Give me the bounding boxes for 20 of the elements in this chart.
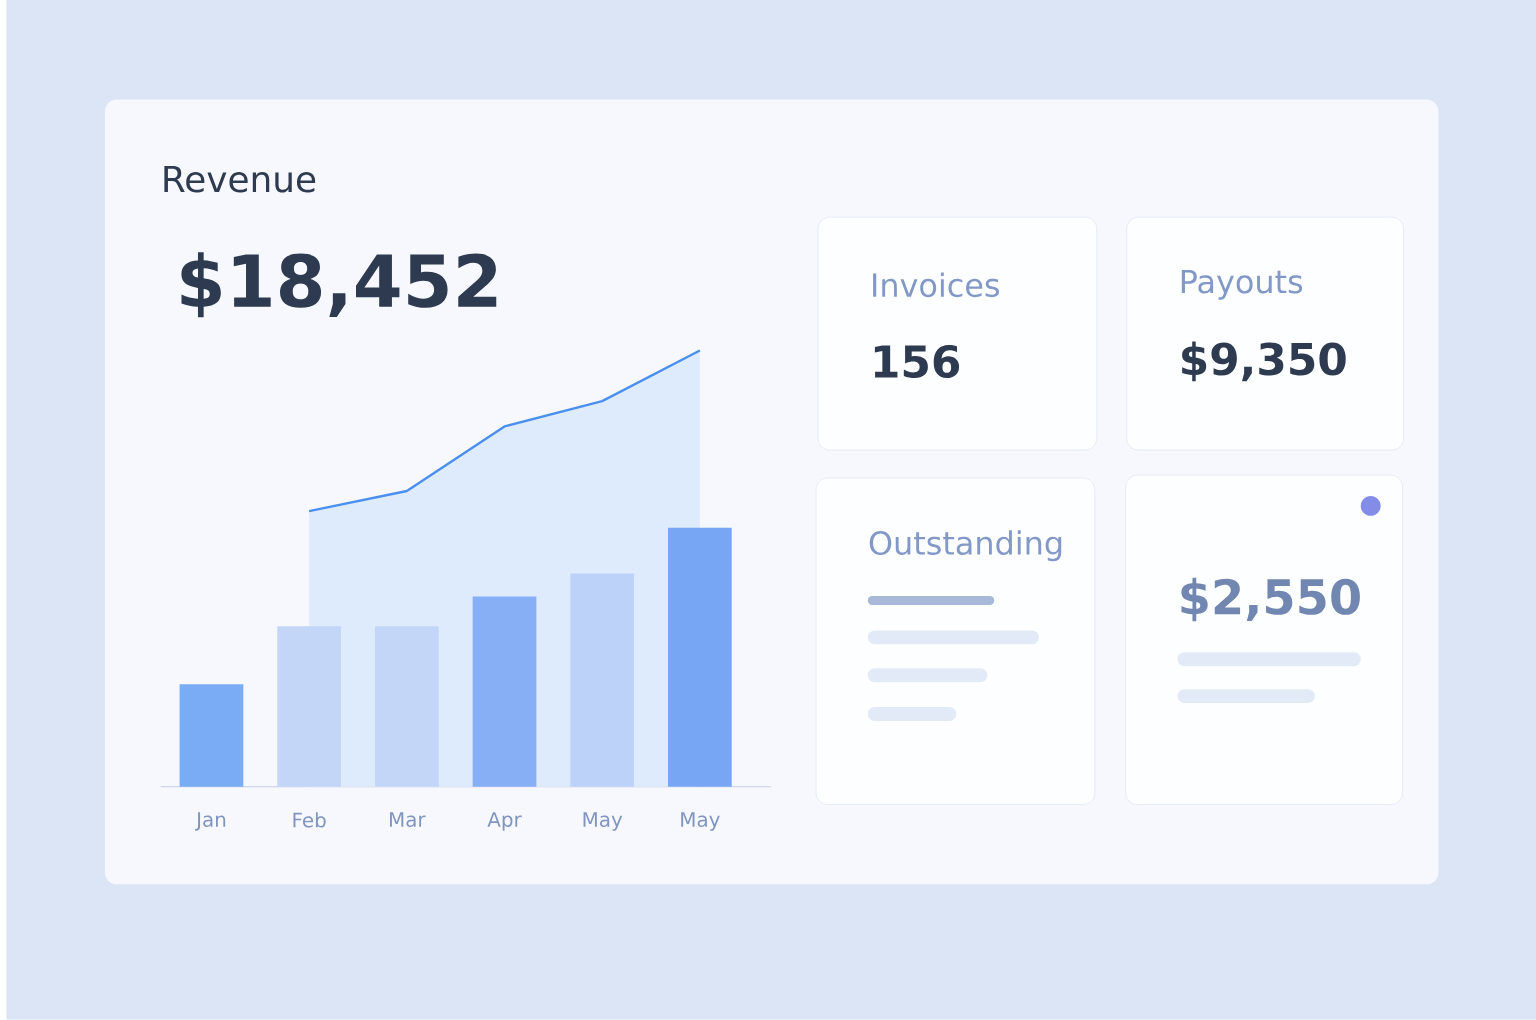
text: $2,550	[1181, 577, 1360, 622]
x-tick-label: Apr	[487, 812, 522, 831]
chart-subtitle: $18,452	[181, 252, 497, 318]
text: Invoices	[873, 272, 999, 298]
bar	[374, 626, 439, 787]
x-tick-label: Feb	[293, 812, 326, 828]
text: $9,350	[1182, 341, 1346, 382]
x-tick-label: Mar	[390, 812, 426, 828]
chart-title: Revenue	[164, 166, 316, 193]
x-tick-label: May	[681, 812, 720, 831]
text: 156	[874, 345, 960, 379]
text: Outstanding	[869, 530, 1062, 562]
bar	[277, 626, 342, 787]
bar	[668, 527, 732, 787]
x-tick-label: Jan	[195, 812, 226, 831]
bar	[472, 596, 537, 787]
bar	[570, 573, 635, 787]
bar	[179, 684, 244, 787]
x-tick-label: May	[583, 812, 623, 831]
text: Payouts	[1181, 269, 1303, 300]
